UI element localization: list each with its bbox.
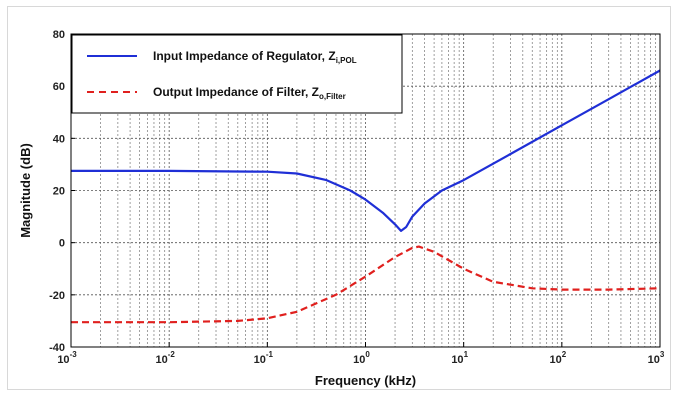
x-tick-label: 100 — [353, 350, 370, 366]
y-tick-label: 60 — [53, 81, 65, 93]
x-tick-label: 10-2 — [155, 350, 175, 366]
y-axis-title: Magnitude (dB) — [18, 143, 33, 238]
y-tick-label: 20 — [53, 186, 65, 198]
x-tick-label: 103 — [648, 350, 665, 366]
series-line-0 — [71, 69, 661, 232]
x-tick-label: 102 — [549, 350, 566, 366]
impedance-chart: 10-3 10-2 10-1 100 101 102 103 -40 -20 0 20 40 60 80… — [18, 29, 665, 388]
series-layer — [71, 69, 661, 324]
y-tick-label: -20 — [49, 290, 65, 302]
legend-label-input-impedance: Input Impedance of Regulator, Zi,POL — [153, 49, 357, 65]
y-tick-label: 0 — [59, 238, 65, 250]
y-axis-ticks: -40 -20 0 20 40 60 80 — [49, 29, 75, 354]
x-tick-label: 101 — [451, 350, 468, 366]
x-tick-label: 10-1 — [254, 350, 274, 366]
y-tick-label: -40 — [49, 342, 65, 354]
legend-box — [71, 34, 403, 114]
y-tick-label: 80 — [53, 29, 65, 41]
legend: Input Impedance of Regulator, Zi,POL Out… — [71, 34, 403, 114]
x-axis-title: Frequency (kHz) — [315, 373, 416, 388]
chart-frame: 10-3 10-2 10-1 100 101 102 103 -40 -20 0 20 40 60 80… — [7, 6, 671, 390]
y-tick-label: 40 — [53, 133, 65, 145]
series-line-1 — [71, 245, 661, 324]
x-tick-label: 10-3 — [57, 350, 77, 366]
x-axis-ticks: 10-3 10-2 10-1 100 101 102 103 — [57, 342, 665, 366]
legend-label-output-impedance: Output Impedance of Filter, Zo,Filter — [153, 85, 346, 101]
